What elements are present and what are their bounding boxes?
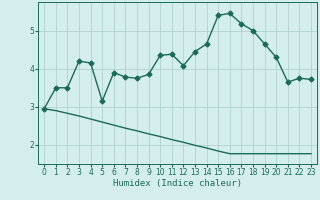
X-axis label: Humidex (Indice chaleur): Humidex (Indice chaleur) — [113, 179, 242, 188]
